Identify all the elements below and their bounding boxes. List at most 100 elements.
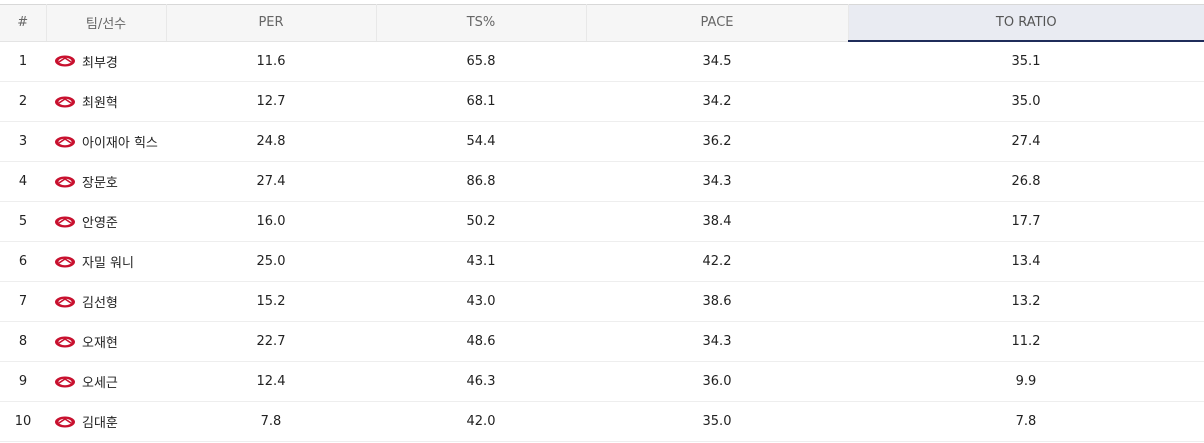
player-cell: 김선형: [46, 281, 166, 322]
stat-cell: 42.0: [376, 401, 586, 442]
stat-cell: 26.8: [848, 161, 1204, 202]
stats-table: # 팀/선수 PER TS% PACE TO RATIO 1 최부경 11.6 65.8 34.5…: [0, 4, 1204, 442]
rank-cell: 5: [0, 201, 46, 242]
player-cell: 오재현: [46, 321, 166, 362]
player-cell: 오세근: [46, 361, 166, 402]
stat-cell: 27.4: [166, 161, 376, 202]
table-row: 5 안영준 16.0 50.2 38.4 17.7: [0, 201, 1204, 242]
player-name[interactable]: 아이재아 힉스: [82, 136, 158, 151]
team-logo: [55, 96, 75, 107]
stat-cell: 38.4: [586, 201, 848, 242]
stat-cell: 54.4: [376, 121, 586, 162]
player-name[interactable]: 안영준: [82, 216, 118, 231]
player-cell: 김대훈: [46, 401, 166, 442]
player-cell: 아이재아 힉스: [46, 121, 166, 162]
table-row: 2 최원혁 12.7 68.1 34.2 35.0: [0, 81, 1204, 122]
team-logo: [55, 136, 75, 147]
stat-cell: 34.5: [586, 41, 848, 82]
stat-cell: 34.3: [586, 321, 848, 362]
table-row: 7 김선형 15.2 43.0 38.6 13.2: [0, 281, 1204, 322]
stat-cell: 46.3: [376, 361, 586, 402]
team-logo: [55, 336, 75, 347]
player-name[interactable]: 김선형: [82, 296, 118, 311]
team-logo: [55, 296, 75, 307]
player-cell: 장문호: [46, 161, 166, 202]
rank-cell: 6: [0, 241, 46, 282]
table-row: 8 오재현 22.7 48.6 34.3 11.2: [0, 321, 1204, 362]
stat-cell: 35.0: [586, 401, 848, 442]
team-logo: [55, 376, 75, 387]
stat-cell: 12.7: [166, 81, 376, 122]
player-name[interactable]: 자밀 워니: [82, 256, 134, 271]
stat-cell: 65.8: [376, 41, 586, 82]
column-header[interactable]: PACE: [585, 4, 848, 42]
rank-cell: 8: [0, 321, 46, 362]
stat-cell: 24.8: [166, 121, 376, 162]
stat-cell: 48.6: [376, 321, 586, 362]
column-header[interactable]: #: [0, 4, 46, 42]
table-row: 6 자밀 워니 25.0 43.1 42.2 13.4: [0, 241, 1204, 282]
stat-cell: 43.0: [376, 281, 586, 322]
table-row: 4 장문호 27.4 86.8 34.3 26.8: [0, 161, 1204, 202]
stat-cell: 86.8: [376, 161, 586, 202]
player-name[interactable]: 장문호: [82, 176, 118, 191]
stat-cell: 13.4: [848, 241, 1204, 282]
stat-cell: 34.3: [586, 161, 848, 202]
column-header[interactable]: PER: [165, 4, 376, 42]
team-logo: [55, 416, 75, 427]
stat-cell: 11.2: [848, 321, 1204, 362]
stat-cell: 17.7: [848, 201, 1204, 242]
player-name[interactable]: 김대훈: [82, 416, 118, 431]
column-header[interactable]: TS%: [375, 4, 586, 42]
team-logo: [55, 256, 75, 267]
rank-cell: 7: [0, 281, 46, 322]
stat-cell: 42.2: [586, 241, 848, 282]
player-name[interactable]: 오재현: [82, 336, 118, 351]
player-cell: 자밀 워니: [46, 241, 166, 282]
team-logo: [55, 55, 75, 67]
stat-cell: 15.2: [166, 281, 376, 322]
table-row: 10 김대훈 7.8 42.0 35.0 7.8: [0, 401, 1204, 442]
stat-cell: 12.4: [166, 361, 376, 402]
stat-cell: 36.0: [586, 361, 848, 402]
stat-cell: 11.6: [166, 41, 376, 82]
stat-cell: 27.4: [848, 121, 1204, 162]
rank-cell: 4: [0, 161, 46, 202]
stat-cell: 34.2: [586, 81, 848, 122]
stat-cell: 22.7: [166, 321, 376, 362]
player-name[interactable]: 최부경: [82, 55, 118, 71]
stat-cell: 35.1: [848, 41, 1204, 82]
stat-cell: 9.9: [848, 361, 1204, 402]
column-header[interactable]: TO RATIO: [847, 4, 1204, 42]
stat-cell: 25.0: [166, 241, 376, 282]
player-name[interactable]: 최원혁: [82, 96, 118, 111]
player-name[interactable]: 오세근: [82, 376, 118, 391]
stat-cell: 38.6: [586, 281, 848, 322]
stat-cell: 68.1: [376, 81, 586, 122]
player-cell: 최원혁: [46, 81, 166, 122]
rank-cell: 9: [0, 361, 46, 402]
team-logo: [55, 176, 75, 187]
team-logo: [55, 216, 75, 227]
table-row: 3 아이재아 힉스 24.8 54.4 36.2 27.4: [0, 121, 1204, 162]
player-cell: 최부경: [46, 41, 166, 82]
stat-cell: 36.2: [586, 121, 848, 162]
header-row: # 팀/선수 PER TS% PACE TO RATIO: [0, 4, 1204, 42]
column-header[interactable]: 팀/선수: [45, 4, 166, 42]
table-row: 1 최부경 11.6 65.8 34.5 35.1: [0, 41, 1204, 82]
stat-cell: 50.2: [376, 201, 586, 242]
rank-cell: 2: [0, 81, 46, 122]
table-body: 1 최부경 11.6 65.8 34.5 35.1 2 최원혁 12.7 68.1 34.2 35.0…: [0, 41, 1204, 442]
table-row: 9 오세근 12.4 46.3 36.0 9.9: [0, 361, 1204, 402]
player-cell: 안영준: [46, 201, 166, 242]
stat-cell: 13.2: [848, 281, 1204, 322]
stat-cell: 7.8: [166, 401, 376, 442]
stat-cell: 7.8: [848, 401, 1204, 442]
stat-cell: 16.0: [166, 201, 376, 242]
stat-cell: 43.1: [376, 241, 586, 282]
rank-cell: 1: [0, 41, 46, 82]
rank-cell: 10: [0, 401, 46, 442]
stat-cell: 35.0: [848, 81, 1204, 122]
